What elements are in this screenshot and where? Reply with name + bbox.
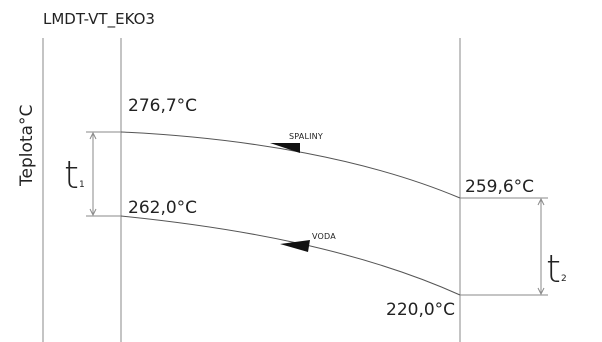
diagram-title: LMDT-VT_EKO3: [43, 10, 155, 29]
dim-left-arrow-down: [89, 208, 97, 217]
water-inlet-temp: 220,0°C: [386, 300, 455, 320]
dim-right-arrow-up: [537, 197, 545, 206]
flue-gas-outlet-temp: 259,6°C: [465, 177, 534, 197]
delta-t2-symbol: t: [546, 247, 561, 291]
water-flow-arrow: [280, 240, 310, 252]
flue-gas-curve: [120, 131, 461, 199]
flue-gas-flow-arrow: [270, 143, 300, 153]
dim-left-arrow-up: [89, 131, 97, 140]
water-curve: [120, 215, 461, 296]
y-axis-label: Teplota°C: [17, 105, 37, 187]
dim-right-arrow-down: [537, 287, 545, 296]
water-label: VODA: [312, 232, 336, 241]
flue-gas-label: SPALINY: [289, 132, 323, 141]
flue-gas-inlet-temp: 276,7°C: [128, 96, 197, 116]
delta-t1-symbol: t: [64, 153, 79, 197]
water-outlet-temp: 262,0°C: [128, 198, 197, 218]
delta-t2-subscript: 2: [561, 274, 567, 284]
delta-t1-subscript: 1: [79, 180, 85, 190]
